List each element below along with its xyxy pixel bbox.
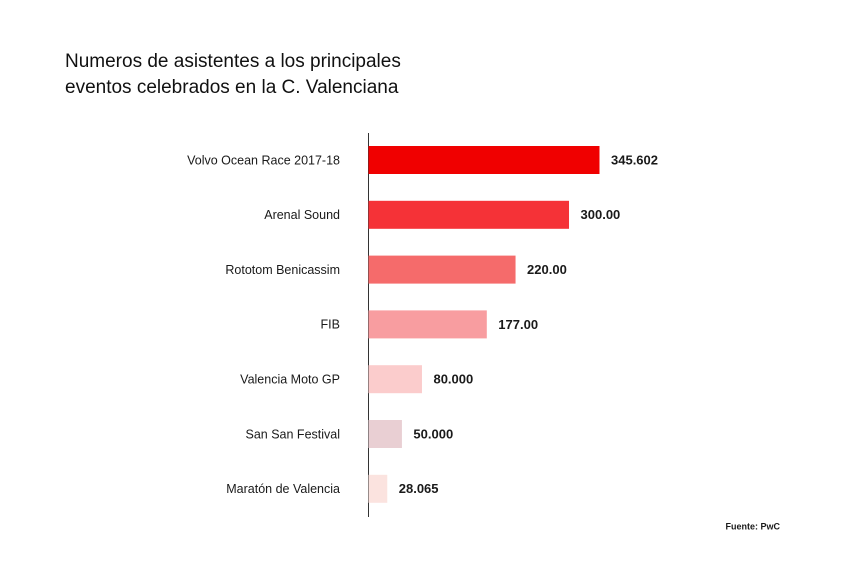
chart-title: eventos celebrados en la C. Valenciana	[65, 77, 399, 98]
category-label: Volvo Ocean Race 2017-18	[187, 153, 340, 167]
category-label: Valencia Moto GP	[240, 372, 340, 386]
value-label: 28.065	[399, 481, 439, 496]
bar	[368, 420, 402, 448]
value-label: 50.000	[413, 426, 453, 441]
value-label: 177.00	[498, 317, 538, 332]
value-label: 345.602	[611, 152, 658, 167]
value-label: 80.000	[433, 372, 473, 387]
bar	[368, 365, 422, 394]
category-label: San San Festival	[246, 427, 341, 441]
category-label: Arenal Sound	[264, 208, 340, 222]
value-label: 220.00	[527, 262, 567, 277]
bar	[368, 255, 516, 284]
chart-title: Numeros de asistentes a los principales	[65, 51, 401, 72]
bar	[368, 474, 388, 503]
source: Fuente: PwC	[725, 521, 780, 531]
bar	[368, 310, 487, 339]
category-label: FIB	[321, 318, 340, 332]
category-label: Maratón de Valencia	[226, 482, 340, 496]
bar	[368, 200, 570, 229]
value-label: 300.00	[581, 207, 621, 222]
bar	[368, 146, 600, 174]
category-label: Rototom Benicassim	[225, 263, 340, 277]
